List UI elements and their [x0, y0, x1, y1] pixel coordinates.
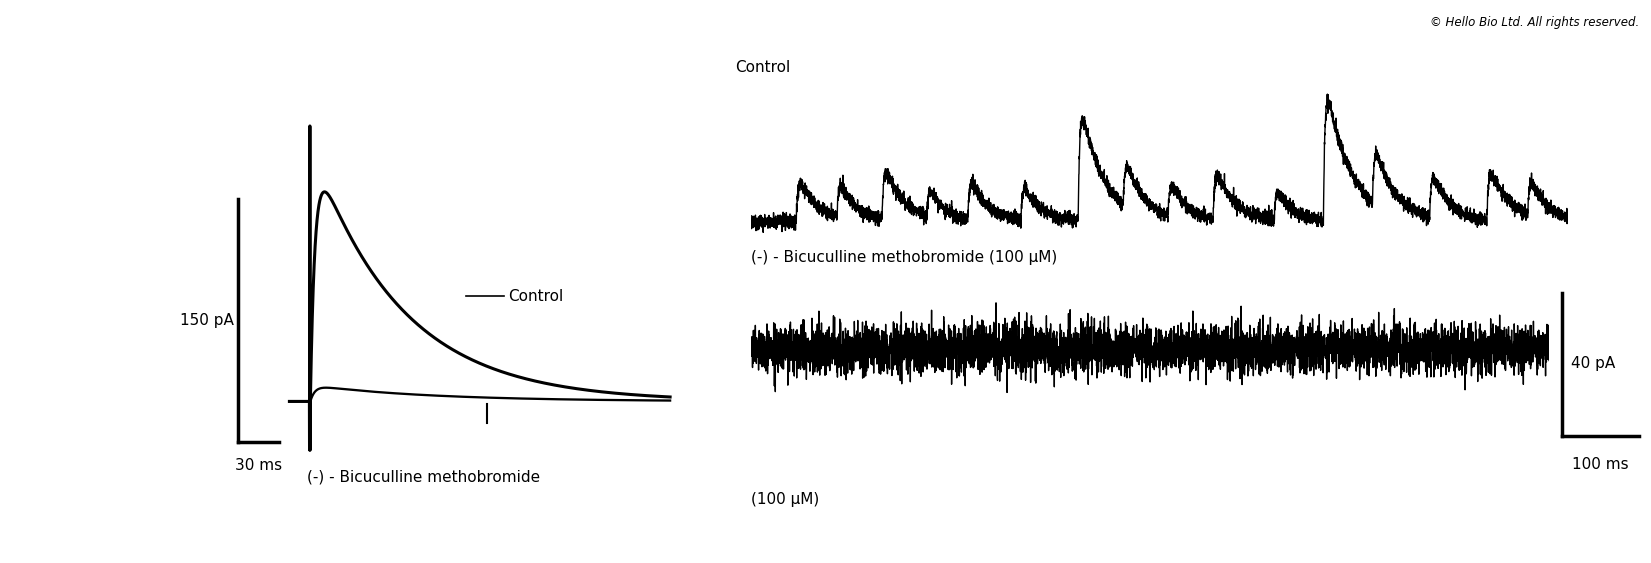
- Text: © Hello Bio Ltd. All rights reserved.: © Hello Bio Ltd. All rights reserved.: [1430, 16, 1639, 29]
- Text: 30 ms: 30 ms: [234, 458, 282, 473]
- Text: 40 pA: 40 pA: [1572, 355, 1616, 370]
- Text: Control: Control: [735, 60, 791, 75]
- Text: (-) - Bicuculline methobromide: (-) - Bicuculline methobromide: [307, 470, 540, 484]
- Text: Control: Control: [509, 289, 563, 303]
- Text: (-) - Bicuculline methobromide (100 μM): (-) - Bicuculline methobromide (100 μM): [751, 249, 1057, 265]
- Text: 100 ms: 100 ms: [1572, 457, 1628, 472]
- Text: (100 μM): (100 μM): [751, 491, 819, 507]
- Text: 150 pA: 150 pA: [180, 313, 234, 328]
